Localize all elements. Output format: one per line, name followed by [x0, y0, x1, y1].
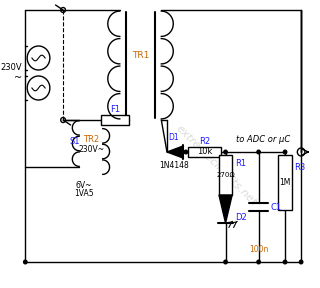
FancyBboxPatch shape	[188, 147, 221, 157]
Text: 6V~: 6V~	[76, 181, 92, 190]
Circle shape	[300, 260, 303, 264]
Polygon shape	[219, 195, 232, 223]
Text: 1VA5: 1VA5	[74, 189, 94, 198]
Text: ~: ~	[14, 73, 22, 83]
Text: R3: R3	[294, 162, 306, 171]
Polygon shape	[167, 146, 183, 158]
Circle shape	[283, 260, 287, 264]
Text: TR2: TR2	[84, 135, 100, 145]
Circle shape	[257, 260, 260, 264]
FancyBboxPatch shape	[101, 115, 129, 125]
Text: 270Ω: 270Ω	[216, 172, 235, 178]
Text: TR1: TR1	[132, 50, 149, 60]
Text: F1: F1	[110, 105, 120, 115]
Circle shape	[257, 150, 260, 154]
Text: 230V~: 230V~	[78, 145, 105, 154]
Circle shape	[24, 260, 27, 264]
Text: D1: D1	[168, 134, 179, 143]
Text: to ADC or μC: to ADC or μC	[236, 135, 290, 145]
Text: D2: D2	[235, 213, 247, 221]
Circle shape	[224, 260, 227, 264]
FancyBboxPatch shape	[219, 155, 232, 195]
Text: 1N4148: 1N4148	[159, 162, 188, 170]
Circle shape	[184, 150, 188, 154]
Text: 1M: 1M	[279, 178, 291, 187]
Circle shape	[283, 150, 287, 154]
Text: S1: S1	[70, 137, 80, 147]
Text: R1: R1	[235, 160, 246, 168]
Text: 230V: 230V	[1, 63, 22, 73]
Circle shape	[224, 150, 227, 154]
Text: extremecircuits.net: extremecircuits.net	[174, 123, 258, 207]
Text: 100n: 100n	[249, 245, 268, 255]
Text: R2: R2	[199, 137, 210, 147]
Text: 10k: 10k	[196, 147, 212, 156]
FancyBboxPatch shape	[278, 155, 292, 210]
Text: C1: C1	[271, 202, 282, 211]
